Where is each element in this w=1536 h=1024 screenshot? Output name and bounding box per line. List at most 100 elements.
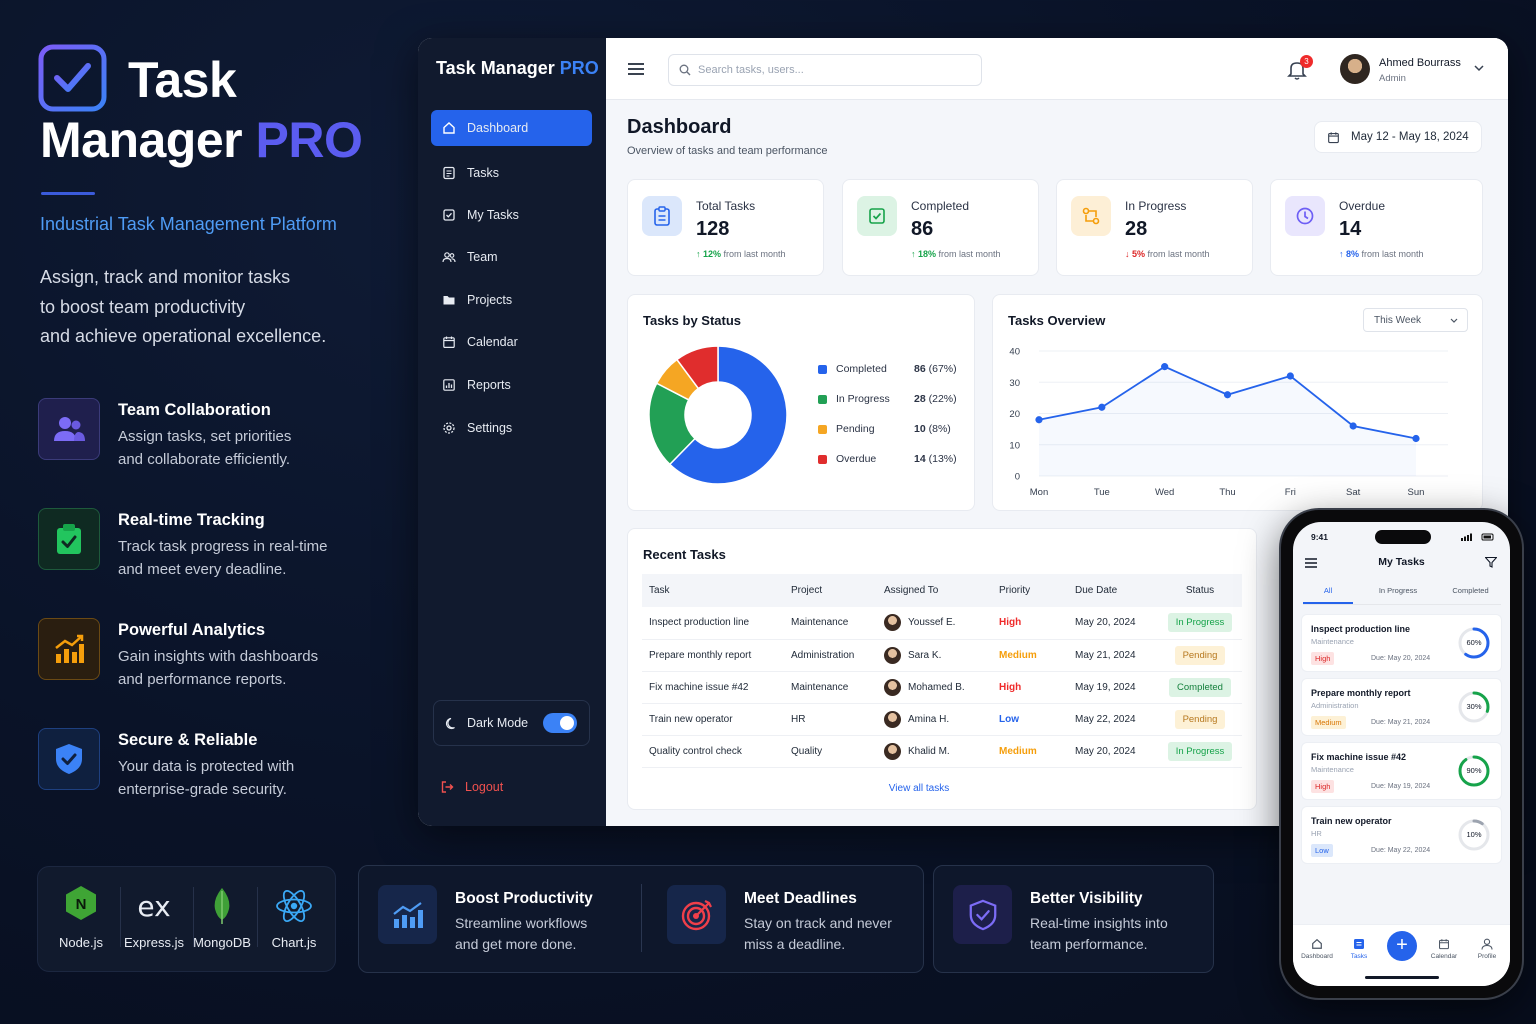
sidebar-item-tasks[interactable]: Tasks (431, 155, 592, 191)
tasks-overview-line-chart: 0 10 20 30 40 Mon Tue Wed Thu Fri Sat Sun (1009, 347, 1448, 498)
status-badge: In Progress (1167, 613, 1233, 633)
add-task-button[interactable]: + (1387, 931, 1417, 961)
top-bar: Search tasks, users... 3 Ahmed Bourrass … (606, 38, 1508, 100)
shield-icon (953, 885, 1012, 944)
sidebar-item-team[interactable]: Team (431, 239, 592, 275)
hamburger-menu-icon[interactable] (628, 62, 644, 76)
benefits-panel-visibility: Better Visibility Real-time insights int… (933, 865, 1214, 973)
table-row[interactable]: Train new operator HR Amina H. Low May 2… (642, 703, 1242, 736)
overview-card-title: Tasks Overview (1008, 313, 1106, 328)
data-point (1412, 434, 1420, 443)
bar-growth-icon (378, 885, 437, 944)
calendar-icon (1438, 938, 1450, 950)
dark-mode-toggle[interactable] (543, 713, 577, 733)
x-tick-label: Mon (1030, 487, 1048, 498)
logout-button[interactable]: Logout (440, 780, 503, 794)
x-tick-label: Fri (1285, 487, 1296, 498)
tech-stack-panel: N Node.js ex Express.js MongoDB Chart.js (37, 866, 336, 972)
stat-card-in-progress: In Progress 28 ↓ 5% from last month (1056, 179, 1253, 276)
data-point (1286, 372, 1294, 380)
phone-nav-calendar[interactable]: Calendar (1424, 938, 1464, 960)
sidebar-item-projects[interactable]: Projects (431, 282, 592, 318)
divider (193, 887, 194, 947)
status-badge: Completed (1169, 677, 1231, 697)
table-row[interactable]: Inspect production line Maintenance Yous… (642, 607, 1242, 640)
chevron-down-icon[interactable] (1474, 65, 1484, 72)
check-square-icon (857, 196, 897, 236)
phone-nav-tasks[interactable]: Tasks (1339, 938, 1379, 960)
feature-powerful-analytics: Powerful Analytics Gain insights with da… (38, 618, 378, 688)
search-input[interactable]: Search tasks, users... (668, 54, 982, 86)
user-name: Ahmed Bourrass (1379, 57, 1461, 69)
priority-badge: Medium (1311, 716, 1346, 729)
recent-tasks-title: Recent Tasks (643, 547, 726, 562)
reports-icon (441, 377, 457, 393)
view-all-tasks-link[interactable]: View all tasks (888, 783, 950, 794)
progress-flow-icon (1071, 196, 1111, 236)
express-icon: ex (137, 890, 171, 923)
table-row[interactable]: Quality control check Quality Khalid M. … (642, 735, 1242, 768)
benefits-panel-productivity-deadlines: Boost Productivity Streamline workflows a… (358, 865, 924, 973)
ring-progress (1458, 691, 1490, 723)
search-icon (679, 64, 691, 76)
sidebar-item-reports[interactable]: Reports (431, 367, 592, 403)
hero-description: Assign, track and monitor tasks to boost… (40, 267, 327, 346)
legend-swatch (818, 425, 827, 434)
sidebar-item-dashboard[interactable]: Dashboard (431, 110, 592, 146)
home-indicator (1365, 976, 1439, 979)
stat-card-overdue: Overdue 14 ↑ 8% from last month (1270, 179, 1483, 276)
logout-icon (440, 780, 454, 794)
table-row[interactable]: Prepare monthly report Administration Sa… (642, 639, 1242, 672)
checkbox-icon (441, 207, 457, 223)
hero-title-line2: Manager PRO (40, 112, 363, 168)
stat-card-total: Total Tasks 128 ↑ 12% from last month (627, 179, 824, 276)
tasks-overview-card: Tasks Overview This Week 0 10 20 30 40 Mon Tue… (992, 294, 1483, 511)
phone-task-card[interactable]: Train new operator HR Low Due: May 22, 2… (1301, 806, 1502, 864)
filter-icon[interactable] (1485, 557, 1497, 568)
react-atom-icon (275, 887, 313, 925)
x-tick-label: Tue (1094, 487, 1110, 498)
priority-badge: Low (1311, 844, 1333, 857)
priority-badge: High (1311, 780, 1335, 793)
status-card-title: Tasks by Status (643, 313, 742, 328)
phone-tab-all[interactable]: All (1323, 586, 1333, 595)
hamburger-menu-icon[interactable] (1305, 558, 1317, 568)
col-assigned: Assigned To (877, 574, 992, 607)
avatar (884, 646, 901, 664)
phone-nav-dashboard[interactable]: Dashboard (1297, 938, 1337, 960)
legend-swatch (818, 395, 827, 404)
sidebar-item-calendar[interactable]: Calendar (431, 324, 592, 360)
status-badge: Pending (1174, 645, 1226, 665)
benefit-boost-productivity: Boost Productivity Streamline workflows a… (359, 866, 641, 972)
period-select[interactable]: This Week (1363, 308, 1468, 332)
date-range-picker[interactable]: May 12 - May 18, 2024 (1314, 121, 1482, 153)
col-due: Due Date (1068, 574, 1158, 607)
home-icon (441, 120, 457, 136)
phone-task-card[interactable]: Fix machine issue #42 Maintenance High D… (1301, 742, 1502, 800)
phone-tab-completed[interactable]: Completed (1452, 586, 1489, 595)
clipboard-icon (642, 196, 682, 236)
active-tab-underline (1303, 602, 1353, 604)
priority-badge: High (1311, 652, 1335, 665)
avatar (884, 742, 901, 760)
sidebar-item-settings[interactable]: Settings (431, 410, 592, 446)
table-row[interactable]: Fix machine issue #42 Maintenance Mohame… (642, 671, 1242, 704)
avatar[interactable] (1340, 54, 1370, 84)
divider (120, 887, 121, 947)
x-tick-label: Sat (1346, 487, 1361, 498)
bell-icon[interactable] (1287, 59, 1307, 81)
phone-nav-profile[interactable]: Profile (1467, 938, 1507, 960)
logo-checkbox-icon (38, 44, 108, 112)
progress-ring: 60% (1457, 626, 1491, 660)
hero-subtitle: Industrial Task Management Platform (40, 214, 337, 234)
main-content: Search tasks, users... 3 Ahmed Bourrass … (606, 38, 1508, 826)
phone-task-card[interactable]: Inspect production line Maintenance High… (1301, 614, 1502, 672)
moon-icon (445, 717, 458, 730)
tasks-icon (1353, 938, 1365, 950)
phone-screen: 9:41 My Tasks All In Progress Completed … (1293, 522, 1510, 986)
dashboard-window: Task Manager PRO Dashboard Tasks My Task… (418, 38, 1508, 826)
phone-tab-in-progress[interactable]: In Progress (1378, 586, 1418, 595)
phone-task-card[interactable]: Prepare monthly report Administration Me… (1301, 678, 1502, 736)
sidebar-item-my-tasks[interactable]: My Tasks (431, 197, 592, 233)
data-point (1098, 403, 1106, 411)
